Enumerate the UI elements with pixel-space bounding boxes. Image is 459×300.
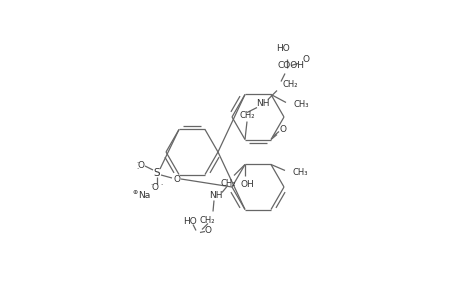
Text: CH₃: CH₃ (292, 168, 308, 177)
Text: COOH: COOH (277, 61, 304, 70)
Text: ·: · (135, 166, 138, 172)
Text: O: O (137, 160, 144, 169)
Text: CH₃: CH₃ (293, 100, 309, 109)
Text: ·: · (135, 160, 138, 166)
Text: Na: Na (138, 190, 150, 200)
Text: NH: NH (209, 191, 222, 200)
Text: ⊕: ⊕ (132, 190, 137, 196)
Text: NH: NH (256, 99, 269, 108)
Text: O: O (302, 55, 309, 64)
Text: CH₂: CH₂ (239, 111, 254, 120)
Text: CH₂: CH₂ (220, 179, 235, 188)
Text: O: O (173, 175, 180, 184)
Text: CH₂: CH₂ (199, 216, 214, 225)
Text: ·: · (150, 182, 152, 188)
Text: ·: · (160, 182, 162, 188)
Text: O: O (204, 226, 211, 235)
Text: HO: HO (275, 44, 289, 53)
Text: HO: HO (183, 217, 196, 226)
Text: CH₂: CH₂ (282, 80, 298, 89)
Text: S: S (153, 168, 160, 178)
Text: OH: OH (240, 180, 253, 189)
Text: O: O (151, 184, 158, 193)
Text: O: O (279, 125, 286, 134)
